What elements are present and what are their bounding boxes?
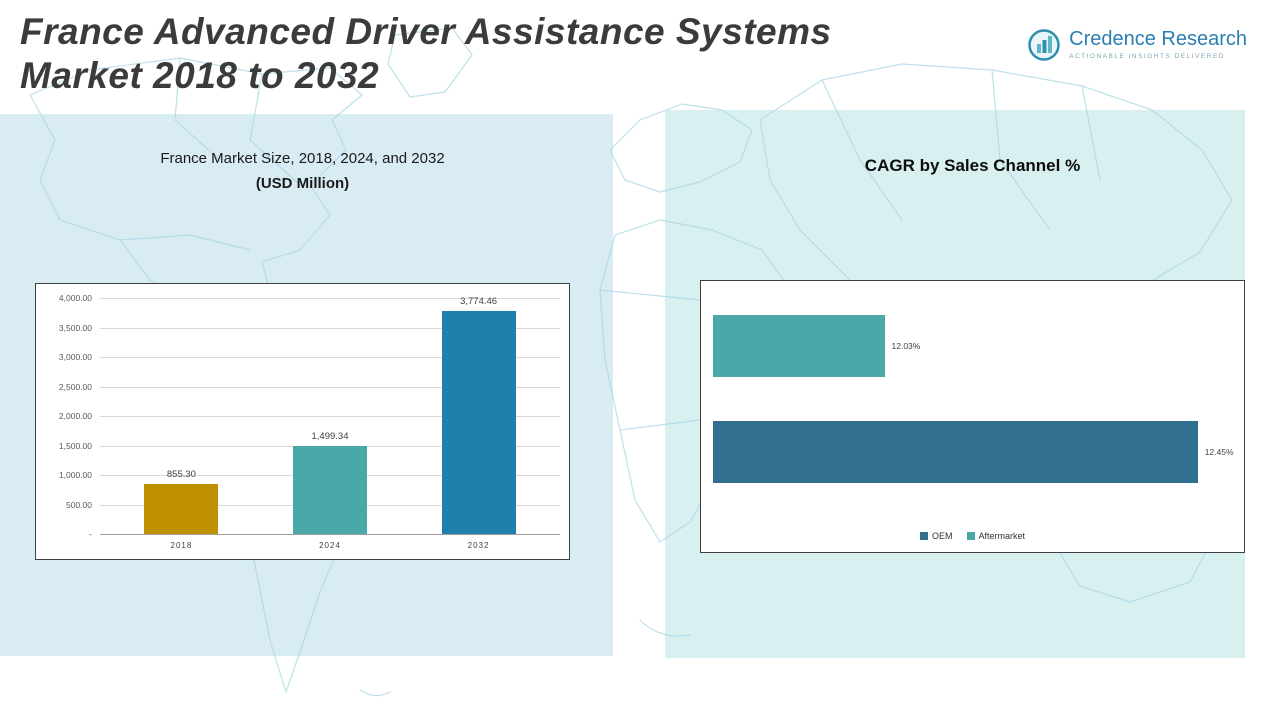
legend-label: OEM: [931, 531, 953, 541]
gridline: [100, 534, 560, 535]
y-axis-label: 1,000.00: [58, 470, 92, 480]
bar-2024: [293, 445, 367, 534]
bar-aftermarket: [713, 315, 885, 377]
legend-item-oem: OEM: [919, 531, 953, 541]
y-axis-label: 4,000.00: [58, 293, 92, 303]
bar-value-label: 3,774.46: [460, 296, 498, 308]
logo-chart-icon: [1027, 28, 1061, 67]
x-axis-label: 2032: [467, 541, 490, 550]
x-axis-label: 2024: [319, 541, 341, 550]
y-axis-label: 2,500.00: [58, 381, 92, 392]
y-axis-label: 1,500.00: [58, 440, 92, 451]
legend-item-aftermarket: Aftermarket: [966, 531, 1026, 541]
gridline: [100, 386, 560, 388]
y-axis-label: 3,500.00: [58, 322, 92, 333]
logo: Credence Research Actionable Insights De…: [1027, 28, 1247, 67]
y-axis-label: 2,000.00: [58, 411, 92, 421]
cagr-chart: 12.03% 12.45% OEM Aftermarket: [700, 280, 1245, 553]
gridline: [100, 416, 560, 417]
legend-swatch: [919, 532, 928, 540]
bar-value-label: 1,499.34: [311, 430, 349, 442]
bar-oem: [713, 421, 1198, 483]
logo-tagline: Actionable Insights Delivered: [1069, 53, 1225, 60]
page-title: France Advanced Driver Assistance System…: [20, 10, 980, 99]
left-chart-title: France Market Size, 2018, 2024, and 2032…: [35, 150, 570, 192]
y-axis-label: 3,000.00: [58, 352, 92, 362]
bar-2032: [441, 311, 516, 534]
left-chart-title-line2: (USD Million): [255, 175, 350, 192]
gridline: [100, 357, 560, 358]
chart-legend: OEM Aftermarket: [701, 531, 1244, 541]
bar-value-label: 12.45%: [1204, 447, 1234, 457]
y-axis-label: 500.00: [66, 499, 92, 510]
bar-value-label: 855.30: [166, 468, 196, 480]
gridline: [100, 327, 560, 329]
legend-swatch: [966, 532, 975, 540]
x-axis-label: 2018: [170, 541, 193, 550]
bar-value-label: 12.03%: [891, 341, 921, 351]
gridline: [100, 298, 560, 299]
page-title-line1: France Advanced Driver Assistance System…: [20, 11, 832, 52]
bar-2018: [144, 483, 219, 534]
page-title-line2: Market 2018 to 2032: [20, 55, 380, 97]
logo-name: Credence Research: [1069, 28, 1247, 50]
y-axis-label: -: [89, 529, 92, 539]
legend-label: Aftermarket: [978, 531, 1026, 541]
left-chart-title-line1: France Market Size, 2018, 2024, and 2032: [160, 150, 445, 167]
market-size-chart: 4,000.00 3,500.00 3,000.00 2,500.00 2,000.00…: [35, 283, 570, 560]
right-chart-title: CAGR by Sales Channel %: [864, 156, 1081, 175]
